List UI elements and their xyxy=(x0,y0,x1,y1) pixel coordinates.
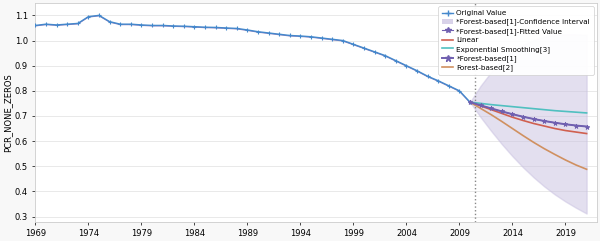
Original Value xyxy=(371,50,378,53)
Original Value xyxy=(413,69,421,72)
Original Value xyxy=(43,23,50,26)
Original Value xyxy=(106,20,113,23)
Original Value xyxy=(233,27,241,30)
Original Value xyxy=(382,54,389,57)
Original Value xyxy=(434,79,442,82)
Y-axis label: PCR_NONE_ZEROS: PCR_NONE_ZEROS xyxy=(3,73,12,152)
Original Value xyxy=(170,25,177,27)
Line: Original Value: Original Value xyxy=(34,13,472,104)
Original Value xyxy=(297,34,304,37)
Original Value xyxy=(445,84,452,87)
Original Value xyxy=(116,23,124,26)
Original Value xyxy=(329,38,336,41)
Original Value xyxy=(318,37,325,40)
Original Value xyxy=(286,34,293,37)
Original Value xyxy=(191,25,198,28)
Original Value xyxy=(159,24,166,27)
Original Value xyxy=(223,27,230,29)
Original Value xyxy=(265,32,272,34)
Original Value xyxy=(148,24,155,27)
Original Value xyxy=(212,26,219,29)
Original Value xyxy=(85,15,92,18)
Original Value xyxy=(202,26,209,29)
Original Value xyxy=(466,101,473,104)
Original Value xyxy=(127,23,134,26)
Original Value xyxy=(74,22,82,25)
Legend: Original Value, *Forest-based[1]-Confidence Interval, *Forest-based[1]-Fitted Va: Original Value, *Forest-based[1]-Confide… xyxy=(439,7,593,75)
Original Value xyxy=(456,89,463,92)
Original Value xyxy=(138,23,145,26)
Original Value xyxy=(180,25,187,28)
Original Value xyxy=(361,47,368,49)
Original Value xyxy=(392,59,400,62)
Original Value xyxy=(244,28,251,31)
Original Value xyxy=(275,33,283,36)
Original Value xyxy=(53,23,60,26)
Original Value xyxy=(350,43,357,46)
Original Value xyxy=(339,39,346,42)
Original Value xyxy=(64,23,71,26)
Original Value xyxy=(424,75,431,78)
Original Value xyxy=(254,30,262,33)
Original Value xyxy=(307,35,314,38)
Original Value xyxy=(403,64,410,67)
Original Value xyxy=(32,24,39,27)
Original Value xyxy=(95,14,103,17)
